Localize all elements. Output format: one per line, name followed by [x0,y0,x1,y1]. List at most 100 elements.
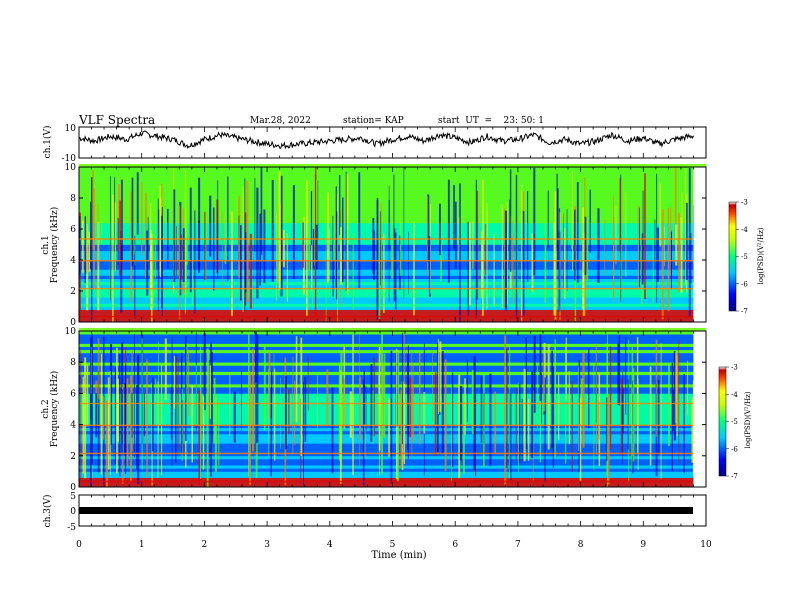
burst-line [248,333,250,477]
burst-line [119,354,121,477]
frequency-band [79,374,706,379]
burst-line [92,170,94,250]
start-time-label: start UT = 23: 50: 1 [438,116,544,126]
burst-line [427,194,430,263]
burst-line [317,180,319,241]
burst-line [107,377,110,470]
burst-line [451,384,452,483]
burst-line [403,331,405,409]
burst-line [363,370,365,425]
burst-line [441,351,444,454]
burst-line [439,341,442,412]
burst-line [547,344,550,450]
burst-line [413,222,415,316]
ch1-ytick-bottom: -10 [62,154,77,164]
burst-line [158,209,160,301]
burst-line [458,374,461,479]
burst-line [80,350,82,482]
burst-line [302,222,305,268]
burst-line [604,219,606,276]
burst-line [358,172,361,288]
burst-line [607,334,608,487]
burst-line [486,210,488,309]
burst-line [372,389,374,444]
burst-line [472,221,474,270]
frequency-band [79,291,706,295]
burst-line [202,395,205,470]
burst-line [675,224,678,266]
burst-line [552,367,555,468]
burst-line [533,167,536,276]
burst-line [464,378,466,435]
burst-line [263,345,266,431]
burst-line [525,337,527,450]
ch1-spec-ylabel-ch: ch.1 [41,235,51,254]
burst-line [218,400,220,466]
burst-line [571,380,573,472]
burst-line [327,192,329,284]
burst-line [521,185,523,321]
burst-line [189,187,192,293]
burst-line [537,365,538,428]
burst-line [158,341,159,434]
burst-line [286,388,288,446]
burst-line [430,204,431,294]
x-tick-label: 0 [76,540,82,550]
burst-line [564,228,566,299]
burst-line [396,351,400,483]
burst-line [110,344,113,445]
burst-line [346,173,349,294]
burst-line [308,222,311,271]
burst-line [383,353,386,439]
burst-line [273,354,275,444]
time-tick-marks [78,127,707,526]
burst-line [617,343,619,405]
frequency-band [79,430,706,435]
burst-line [312,229,315,269]
burst-line [294,380,296,446]
x-tick-label: 6 [452,540,458,550]
burst-line [667,207,670,312]
colorbar-tick-label: -3 [741,199,748,207]
burst-line [543,342,546,412]
burst-line [509,169,512,272]
burst-line [194,210,196,314]
x-tick-label: 1 [139,540,145,550]
burst-line [639,207,640,288]
burst-line [531,371,534,459]
burst-line [579,397,582,482]
burst-line [317,375,318,428]
burst-line [191,385,193,463]
burst-line [203,333,206,411]
colorbar-tick-label: -7 [741,308,748,316]
burst-line [615,205,617,265]
burst-line [485,224,487,275]
burst-line [209,195,212,257]
burst-line [119,200,122,276]
frequency-band [79,163,706,168]
burst-line [466,359,468,422]
burst-line [418,352,421,445]
burst-line [670,206,672,275]
burst-line [160,197,162,278]
burst-line [246,180,249,302]
burst-line [134,333,135,458]
frequency-band [79,446,706,450]
ytick-label: 6 [70,389,76,399]
burst-line [636,337,639,425]
burst-line [661,209,664,320]
frequency-band [79,387,706,391]
burst-line [378,346,381,451]
burst-line [660,343,662,479]
burst-line [554,339,556,401]
burst-line [494,391,496,454]
burst-line [130,375,132,482]
burst-line [143,392,145,437]
frequency-band [79,294,706,298]
burst-line [409,378,412,437]
burst-line [249,233,252,309]
burst-line [589,189,591,253]
frequency-band [79,327,706,332]
ch3-panel: 5 0 -5 ch.3(V) [42,492,707,533]
burst-line [198,220,200,268]
